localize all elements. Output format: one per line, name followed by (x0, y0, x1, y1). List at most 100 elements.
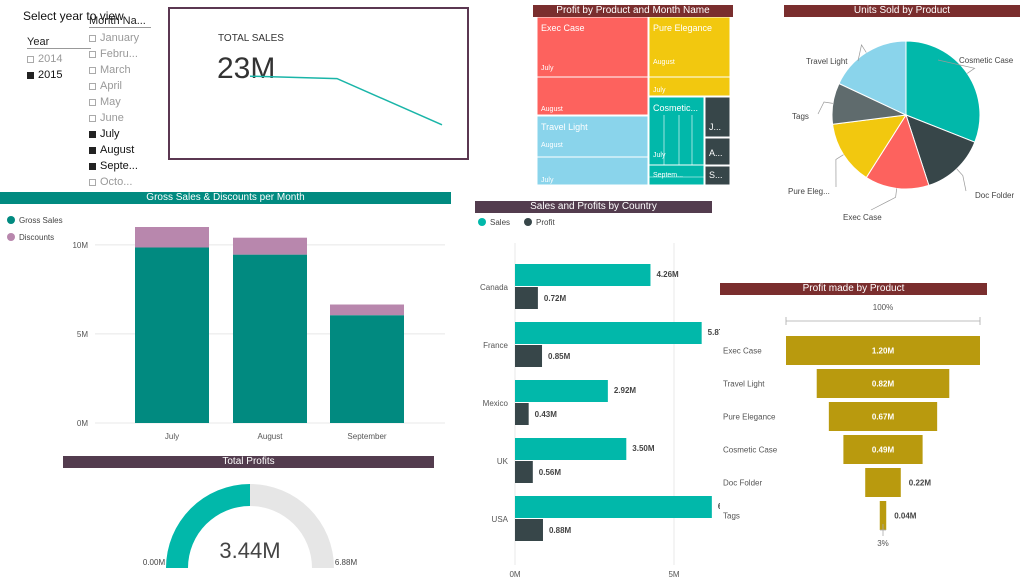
bar-gross-sales[interactable] (233, 254, 307, 423)
year-item[interactable]: 2015 (27, 69, 62, 81)
profit-value-label: 0.72M (544, 294, 567, 303)
gauge-track (250, 484, 334, 568)
funnel-bar[interactable] (843, 435, 923, 464)
checkbox-icon[interactable] (89, 82, 96, 90)
profit-treemap: Exec Case July August Travel Light August Jul… (537, 17, 731, 185)
treemap-sublabel: July (541, 65, 554, 72)
treemap-tile[interactable]: S... (704, 165, 731, 185)
treemap-rect[interactable] (648, 76, 731, 97)
treemap-rect[interactable] (537, 156, 649, 185)
pie-leader-line (937, 59, 976, 74)
treemap-rect[interactable] (704, 96, 731, 138)
treemap-label: Pure Elegance (653, 23, 712, 33)
treemap-tile[interactable]: A... (704, 137, 731, 166)
checkbox-icon[interactable] (27, 55, 34, 63)
bar-profit[interactable] (515, 287, 538, 309)
funnel-bar[interactable] (865, 468, 901, 497)
pie-label: Pure Eleg... (788, 187, 830, 196)
bar-sales[interactable] (515, 322, 702, 344)
checkbox-icon[interactable] (89, 98, 96, 106)
bar-sales[interactable] (515, 496, 712, 518)
month-item[interactable]: July (89, 128, 120, 140)
bar-discounts[interactable] (233, 237, 307, 255)
treemap-label: A... (709, 148, 723, 158)
country-label: UK (497, 457, 509, 466)
treemap-rect[interactable] (704, 137, 731, 166)
kpi-trend-line (249, 75, 443, 126)
month-item[interactable]: April (89, 80, 122, 92)
checkbox-icon[interactable] (89, 34, 96, 42)
treemap-tile[interactable]: Septem... (648, 164, 705, 185)
funnel-bar[interactable] (879, 501, 887, 530)
legend-marker (478, 218, 486, 226)
pie-slice[interactable] (832, 114, 907, 179)
funnel-category-label: Exec Case (723, 347, 762, 356)
profit-value-label: 0.56M (539, 468, 562, 477)
x-tick-label: 5M (668, 570, 679, 577)
month-item[interactable]: January (89, 32, 139, 44)
checkbox-icon[interactable] (89, 178, 96, 186)
bar-profit[interactable] (515, 403, 529, 425)
y-tick-label: 10M (72, 241, 88, 250)
bar-sales[interactable] (515, 438, 627, 460)
checkbox-icon[interactable] (27, 71, 34, 79)
treemap-tile[interactable]: July (537, 156, 649, 185)
bar-gross-sales[interactable] (330, 315, 404, 423)
month-label: May (100, 96, 121, 108)
treemap-label: Cosmetic... (653, 103, 698, 113)
treemap-tile[interactable]: August (537, 76, 649, 116)
kpi-label: TOTAL SALES (218, 33, 284, 44)
bar-sales[interactable] (515, 380, 608, 402)
funnel-value-label: 0.22M (909, 479, 932, 488)
checkbox-icon[interactable] (89, 50, 96, 58)
pie-leader-line (835, 154, 844, 188)
bar-discounts[interactable] (135, 227, 209, 248)
checkbox-icon[interactable] (89, 66, 96, 74)
profit-funnel: 100% Exec Case 1.20M Travel Light 0.82M Pure … (723, 303, 981, 548)
treemap-sublabel: July (653, 152, 666, 159)
month-item[interactable]: June (89, 112, 124, 124)
month-item[interactable]: Octo... (89, 176, 132, 188)
treemap-label: Exec Case (541, 23, 585, 33)
month-item[interactable]: Septe... (89, 160, 138, 172)
funnel-value-label: 0.04M (894, 512, 917, 521)
x-tick-label: August (258, 432, 284, 441)
treemap-sublabel: August (653, 59, 675, 66)
funnel-bar[interactable] (786, 336, 980, 365)
month-label: July (100, 128, 120, 140)
month-label: Septe... (100, 160, 138, 172)
year-slicer-header: Year (27, 36, 91, 49)
gauge-max-label: 6.88M (335, 558, 358, 567)
month-item[interactable]: Febru... (89, 48, 138, 60)
funnel-bar[interactable] (828, 402, 938, 431)
checkbox-icon[interactable] (89, 146, 96, 154)
funnel-bottom-pct: 3% (877, 539, 889, 548)
treemap-tile[interactable]: July (648, 76, 731, 97)
pie-slice[interactable] (838, 40, 907, 116)
month-item[interactable]: August (89, 144, 134, 156)
treemap-rect[interactable] (648, 164, 705, 185)
treemap-rect[interactable] (704, 165, 731, 185)
profit-value-label: 0.85M (548, 352, 571, 361)
legend-label: Sales (490, 218, 510, 227)
year-item[interactable]: 2014 (27, 53, 62, 65)
bar-discounts[interactable] (330, 304, 404, 316)
country-chart: Sales Profit 0M 5M 4.26M 0.72M Canada 5.87M 0.85… (478, 218, 720, 577)
checkbox-icon[interactable] (89, 162, 96, 170)
bar-profit[interactable] (515, 461, 533, 483)
bar-profit[interactable] (515, 345, 543, 367)
month-item[interactable]: March (89, 64, 131, 76)
checkbox-icon[interactable] (89, 130, 96, 138)
bar-profit[interactable] (515, 519, 543, 541)
treemap-rect[interactable] (537, 76, 649, 116)
month-item[interactable]: May (89, 96, 121, 108)
funnel-bar[interactable] (816, 369, 950, 398)
treemap-tile[interactable]: J... (704, 96, 731, 138)
checkbox-icon[interactable] (89, 114, 96, 122)
kpi-value: 23M (217, 52, 276, 85)
bar-gross-sales[interactable] (135, 247, 209, 423)
funnel-value-label: 0.82M (872, 380, 895, 389)
pie-slice[interactable] (905, 40, 981, 143)
bar-sales[interactable] (515, 264, 651, 286)
pie-leader-line (870, 188, 898, 211)
